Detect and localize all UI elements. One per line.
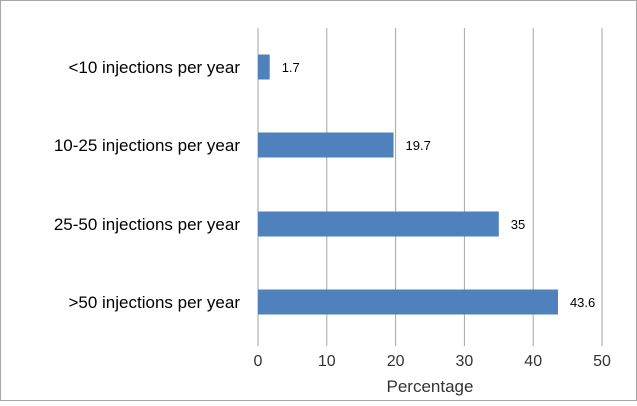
bars — [258, 54, 558, 315]
bar-0 — [258, 54, 270, 80]
bar-1 — [258, 132, 394, 158]
x-tick-label-30: 30 — [456, 353, 474, 370]
x-tick-label-10: 10 — [318, 353, 336, 370]
data-labels: 1.7 19.7 35 43.6 — [282, 60, 596, 310]
category-label-2: 25-50 injections per year — [54, 215, 241, 234]
x-tick-label-50: 50 — [593, 353, 611, 370]
data-label-2: 35 — [511, 217, 525, 232]
x-tick-label-20: 20 — [387, 353, 405, 370]
category-label-0: <10 injections per year — [68, 58, 240, 77]
x-axis-title: Percentage — [387, 377, 474, 396]
category-labels: <10 injections per year 10-25 injections … — [54, 58, 241, 312]
data-label-1: 19.7 — [406, 138, 431, 153]
data-label-3: 43.6 — [570, 295, 595, 310]
x-tick-label-40: 40 — [524, 353, 542, 370]
category-label-1: 10-25 injections per year — [54, 136, 241, 155]
bar-2 — [258, 211, 499, 237]
x-axis-ticks: 0 10 20 30 40 50 — [254, 353, 611, 370]
bar-3 — [258, 289, 558, 315]
x-tick-label-0: 0 — [254, 353, 263, 370]
data-label-0: 1.7 — [282, 60, 300, 75]
category-label-3: >50 injections per year — [68, 293, 240, 312]
